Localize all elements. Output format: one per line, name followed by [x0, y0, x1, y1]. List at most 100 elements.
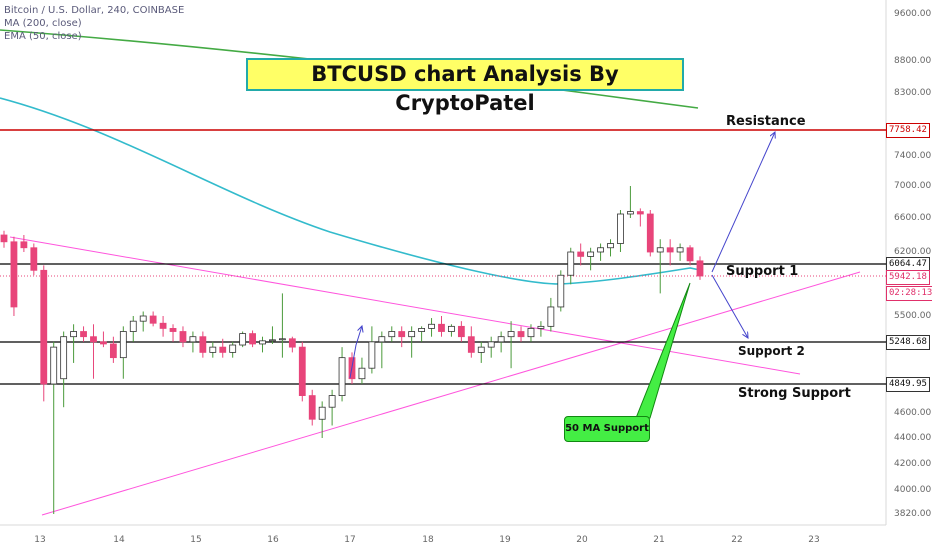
x-tick: 14	[113, 535, 125, 545]
candle-body	[507, 331, 515, 338]
candle-body	[40, 269, 48, 385]
candle-body	[229, 344, 237, 353]
x-tick: 15	[190, 535, 202, 545]
x-tick: 13	[34, 535, 46, 545]
candle-body	[219, 346, 227, 353]
candle-body	[497, 336, 505, 343]
candle-body	[209, 346, 217, 353]
bullish-arrow	[711, 132, 775, 273]
candle-body	[10, 241, 18, 308]
candle-body	[517, 331, 525, 338]
price-tag-strong-support: 4849.95	[886, 377, 930, 392]
candle-body	[587, 251, 595, 257]
candle-body	[328, 395, 336, 408]
candle-body	[408, 331, 416, 338]
candle-body	[527, 328, 535, 338]
x-tick: 16	[267, 535, 279, 545]
candle-body	[398, 331, 406, 338]
candle-body	[259, 340, 266, 345]
candle-body	[139, 315, 147, 322]
candle-body	[646, 213, 654, 253]
candle-body	[577, 251, 585, 257]
y-tick: 3820.00	[894, 509, 932, 519]
candle-body	[388, 331, 396, 338]
candle-body	[278, 338, 286, 341]
candle-body	[169, 328, 177, 332]
candle-body	[199, 336, 207, 353]
candle-body	[686, 247, 694, 262]
x-tick: 21	[653, 535, 665, 545]
x-tick: 23	[808, 535, 820, 545]
candle-body	[269, 339, 276, 342]
candle-body	[239, 333, 247, 346]
y-tick: 9600.00	[894, 9, 932, 19]
candle-body	[477, 346, 485, 353]
candle-body	[60, 336, 68, 380]
candle-body	[80, 331, 87, 338]
candle-body	[428, 323, 435, 329]
ascending-trendline	[41, 271, 861, 516]
candle-body	[438, 323, 445, 332]
candle-body	[636, 211, 644, 215]
candle-body	[448, 325, 455, 332]
y-tick: 4000.00	[894, 485, 932, 495]
y-tick: 4600.00	[894, 408, 932, 418]
countdown-timer: 02:28:13	[886, 286, 932, 301]
chart-title: BTCUSD chart Analysis By CryptoPatel	[246, 58, 684, 115]
y-tick: 6200.00	[894, 247, 932, 257]
candle-body	[467, 336, 475, 353]
candle-body	[100, 341, 107, 345]
y-tick: 8300.00	[894, 88, 932, 98]
candle-body	[666, 247, 674, 253]
candle-body	[338, 357, 346, 396]
bearish-arrow	[711, 274, 748, 338]
candle-body	[567, 251, 575, 276]
candle-body	[129, 320, 137, 332]
y-tick: 8800.00	[894, 56, 932, 66]
support-2-label: Support 2	[738, 344, 805, 358]
candle-body	[418, 328, 426, 332]
candle-body	[368, 341, 376, 369]
candle-body	[298, 346, 306, 396]
y-tick: 4200.00	[894, 459, 932, 469]
candle-body	[189, 336, 197, 343]
strong-support-label: Strong Support	[738, 386, 851, 401]
y-tick: 5500.00	[894, 311, 932, 321]
price-tag-resistance: 7758.42	[886, 123, 930, 138]
symbol-label: Bitcoin / U.S. Dollar, 240, COINBASE	[4, 5, 185, 16]
candle-body	[30, 247, 38, 271]
candle-body	[90, 336, 97, 343]
candle-body	[537, 325, 545, 329]
candle-body	[70, 331, 77, 338]
ema50-legend: EMA (50, close)	[4, 31, 82, 42]
candle-body	[378, 336, 386, 343]
candle-body	[557, 274, 565, 308]
candle-body	[547, 306, 555, 327]
ema50-line	[0, 97, 701, 285]
candle-body	[617, 213, 624, 244]
candle-body	[179, 331, 187, 343]
candle-body	[109, 343, 117, 359]
candle-body	[249, 333, 256, 345]
candle-body	[288, 338, 296, 348]
candle-body	[487, 341, 495, 348]
candle-body	[20, 241, 28, 249]
chart-legend: Bitcoin / U.S. Dollar, 240, COINBASE MA …	[4, 4, 184, 43]
x-tick: 19	[499, 535, 511, 545]
ma-support-callout: 50 MA Support	[564, 416, 650, 442]
x-tick: 18	[422, 535, 434, 545]
candle-body	[159, 322, 167, 329]
y-tick: 7000.00	[894, 181, 932, 191]
candle-body	[457, 325, 465, 338]
support-1-label: Support 1	[726, 264, 799, 279]
candle-body	[149, 315, 157, 324]
candle-body	[597, 247, 604, 253]
candle-body	[0, 234, 8, 243]
candle-body	[119, 331, 127, 359]
resistance-label: Resistance	[726, 114, 806, 129]
candle-body	[50, 346, 58, 385]
candle-body	[656, 247, 664, 253]
candle-body	[358, 367, 366, 380]
candle-body	[696, 260, 704, 277]
